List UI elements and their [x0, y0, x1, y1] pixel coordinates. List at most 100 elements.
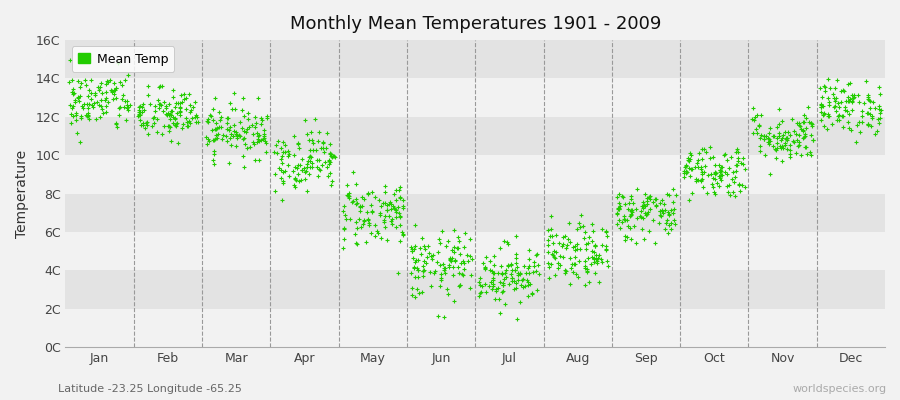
- Point: [580, 268, 594, 274]
- Point: [585, 248, 599, 254]
- Point: [237, 164, 251, 170]
- Point: [464, 272, 478, 278]
- Point: [275, 149, 290, 156]
- Point: [208, 136, 222, 142]
- Point: [395, 197, 410, 203]
- Point: [479, 288, 493, 295]
- Point: [555, 254, 570, 260]
- Point: [436, 267, 451, 273]
- Point: [71, 94, 86, 100]
- Point: [648, 240, 662, 246]
- Point: [634, 213, 648, 220]
- Point: [160, 112, 175, 118]
- Point: [616, 194, 631, 200]
- Point: [822, 99, 836, 106]
- Point: [152, 101, 166, 107]
- Point: [317, 148, 331, 155]
- Point: [271, 138, 285, 145]
- Point: [713, 173, 727, 179]
- Point: [183, 90, 197, 97]
- Point: [666, 185, 680, 192]
- Point: [108, 87, 122, 93]
- Point: [209, 126, 223, 132]
- Point: [302, 171, 317, 177]
- Point: [237, 128, 251, 135]
- Point: [377, 218, 392, 225]
- Point: [666, 210, 680, 216]
- Point: [487, 253, 501, 260]
- Point: [581, 279, 596, 285]
- Point: [683, 173, 698, 180]
- Point: [659, 220, 673, 226]
- Point: [163, 111, 177, 117]
- Point: [599, 229, 614, 236]
- Point: [585, 238, 599, 244]
- Point: [443, 256, 457, 263]
- Point: [626, 199, 640, 206]
- Point: [364, 208, 379, 214]
- Point: [715, 172, 729, 178]
- Point: [609, 220, 624, 227]
- Point: [501, 241, 516, 248]
- Point: [305, 164, 320, 171]
- Point: [237, 113, 251, 119]
- Point: [339, 192, 354, 198]
- Point: [868, 105, 882, 112]
- Point: [782, 151, 796, 158]
- Point: [292, 178, 307, 184]
- Point: [221, 160, 236, 166]
- Point: [460, 252, 474, 258]
- Point: [677, 174, 691, 180]
- Point: [713, 169, 727, 176]
- Point: [618, 232, 633, 239]
- Point: [661, 209, 675, 216]
- Point: [78, 112, 93, 118]
- Point: [149, 128, 164, 135]
- Point: [612, 206, 626, 212]
- Point: [377, 212, 392, 219]
- Point: [766, 133, 780, 139]
- Point: [81, 112, 95, 118]
- Point: [154, 101, 168, 108]
- Point: [118, 117, 132, 124]
- Point: [206, 117, 220, 123]
- Point: [416, 273, 430, 279]
- Point: [778, 140, 792, 147]
- Point: [310, 147, 324, 153]
- Point: [94, 97, 108, 104]
- Point: [184, 102, 198, 108]
- Point: [622, 199, 636, 206]
- Point: [282, 151, 296, 157]
- Point: [624, 212, 638, 219]
- Point: [405, 248, 419, 254]
- Point: [446, 255, 460, 261]
- Point: [761, 130, 776, 136]
- Point: [820, 76, 834, 82]
- Point: [413, 251, 428, 257]
- Point: [416, 262, 430, 269]
- Point: [680, 157, 695, 163]
- Point: [447, 258, 462, 264]
- Point: [698, 162, 712, 169]
- Point: [207, 137, 221, 143]
- Point: [238, 141, 252, 147]
- Point: [64, 120, 78, 126]
- Point: [498, 270, 512, 276]
- Point: [505, 275, 519, 281]
- Point: [509, 233, 524, 240]
- Point: [821, 110, 835, 117]
- Point: [852, 99, 867, 105]
- Point: [191, 118, 205, 125]
- Point: [122, 104, 136, 110]
- Point: [143, 101, 157, 108]
- Point: [797, 133, 812, 140]
- Point: [617, 201, 632, 207]
- Point: [389, 224, 403, 230]
- Point: [155, 83, 169, 89]
- Point: [86, 104, 100, 111]
- Point: [772, 121, 787, 128]
- Point: [89, 116, 104, 122]
- Point: [278, 142, 293, 148]
- Point: [294, 167, 309, 174]
- Point: [433, 283, 447, 289]
